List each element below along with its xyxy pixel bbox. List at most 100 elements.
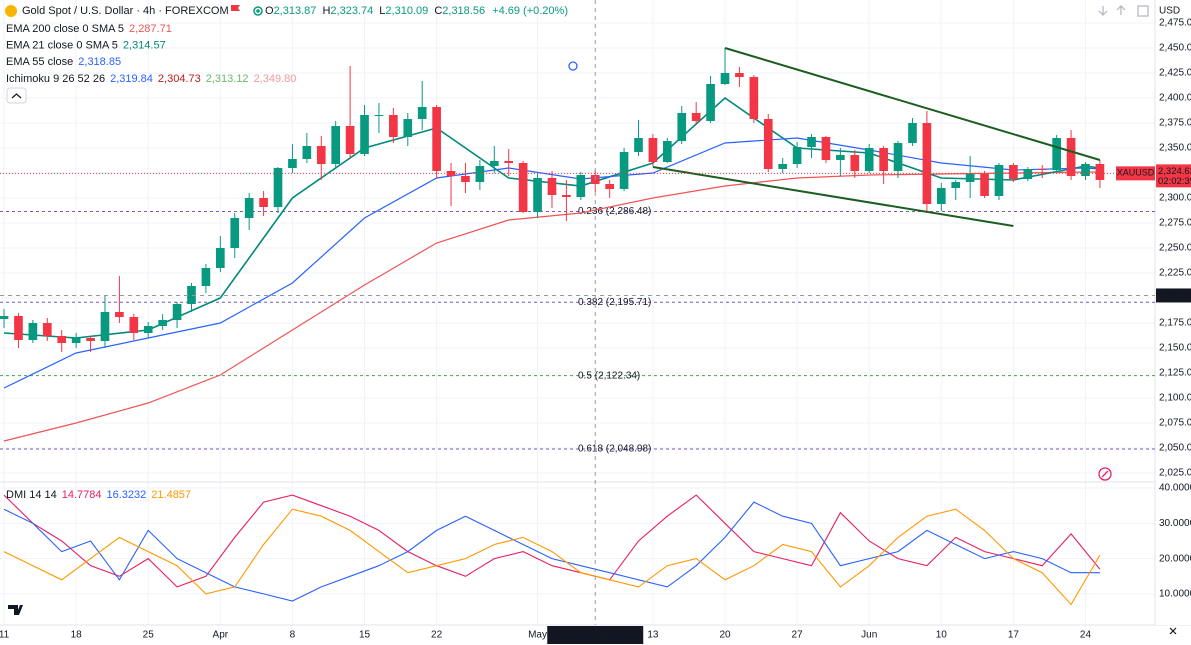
candle-body <box>86 338 95 341</box>
candle-body <box>331 126 341 164</box>
candle-body <box>302 146 312 159</box>
candle-body <box>691 113 701 121</box>
legend-name: EMA 55 close <box>6 56 73 68</box>
candle-body <box>374 115 384 116</box>
ohlc-value: 2,323.74 <box>330 5 373 17</box>
y-tick-label: 2,425.00 <box>1159 68 1191 79</box>
y-tick-label: 2,300.00 <box>1159 193 1191 204</box>
candle-body <box>807 137 816 147</box>
candle-body <box>562 195 571 197</box>
x-tick-label: 11 <box>0 630 10 641</box>
x-tick-label: 15 <box>359 630 371 641</box>
candle-body <box>720 73 730 84</box>
fib-label: 0.236 (2,286.48) <box>578 206 651 217</box>
x-tick-label: 17 <box>1008 630 1020 641</box>
y-tick-label: 2,450.00 <box>1159 43 1191 54</box>
move-up-button[interactable] <box>1116 5 1126 15</box>
candle-body <box>1066 138 1076 176</box>
candle-body <box>489 161 499 166</box>
candle-body <box>273 168 283 207</box>
legend-value: 2,313.12 <box>206 73 249 85</box>
legend-value: 2,319.84 <box>110 73 153 85</box>
candle-body <box>619 152 629 189</box>
candle-body <box>143 326 153 333</box>
fib-label: 0.5 (2,122.34) <box>578 370 640 381</box>
y-tick-label: 30.0000 <box>1159 518 1191 529</box>
legend-value: 14.7784 <box>62 489 102 501</box>
candle-body <box>648 138 658 162</box>
maximize-button[interactable] <box>1137 5 1149 17</box>
x-tick-label: Apr <box>213 630 229 641</box>
candle-body <box>706 84 715 121</box>
indicator-legend: EMA 200 close 0 SMA 5 2,287.71 EMA 21 clos… <box>6 23 296 501</box>
axis-settings[interactable] <box>1169 627 1177 635</box>
candle-body <box>850 155 860 171</box>
candle-body <box>518 163 528 212</box>
plot-area: 0.236 (2,286.48) 0.382 (2,195.71) 0.5 (2,1… <box>0 0 1191 626</box>
candle-body <box>475 166 485 182</box>
candle-body <box>879 148 888 171</box>
candle-body <box>0 316 9 319</box>
legend-value: 2,314.57 <box>123 39 166 51</box>
y-tick-label: 2,350.00 <box>1159 143 1191 154</box>
status-dot-inner <box>256 9 260 13</box>
candle-body <box>446 171 456 176</box>
legend-value: 21.4857 <box>151 489 191 501</box>
candle-body <box>28 323 38 340</box>
countdown-label: 02:02:39 <box>1158 176 1191 187</box>
y-tick-label: 2,225.00 <box>1159 268 1191 279</box>
candle-body <box>129 317 139 333</box>
candle-body <box>749 77 759 119</box>
candle-body <box>1095 164 1105 180</box>
y-tick-label: 2,025.00 <box>1159 468 1191 479</box>
candle-body <box>547 178 557 195</box>
legend-value: 2,304.73 <box>158 73 201 85</box>
candle-body <box>821 137 831 160</box>
anchor-point[interactable] <box>568 61 578 71</box>
collapse-button[interactable] <box>6 87 27 104</box>
candle-body <box>864 148 874 171</box>
candle-body <box>792 147 802 164</box>
crosshair-time-tag <box>547 626 644 644</box>
logo[interactable] <box>8 605 23 615</box>
candle-body <box>57 336 67 343</box>
change: +4.69 (+0.20%) <box>492 5 568 17</box>
dmi-line <box>3 494 1101 588</box>
dmi-line <box>3 501 1100 602</box>
crosshair-price-label: 2,202.53 <box>1158 290 1191 301</box>
legend-name: Ichimoku 9 26 52 26 <box>6 73 105 85</box>
x-tick-label: 8 <box>290 630 296 641</box>
candle-body <box>115 312 124 317</box>
collapse-icon <box>11 93 22 99</box>
candle-body <box>432 107 441 171</box>
x-tick-label: 20 <box>719 630 731 641</box>
candle-body <box>908 123 917 143</box>
candle-body <box>244 198 254 218</box>
y-tick-label: 2,250.00 <box>1159 243 1191 254</box>
candle-body <box>259 198 268 207</box>
price-axis <box>1156 18 1191 625</box>
x-tick-label: 27 <box>792 630 804 641</box>
candle-body <box>417 107 427 119</box>
y-tick-label: 20.0000 <box>1159 553 1191 564</box>
flag-icon[interactable] <box>231 5 240 11</box>
legend-value: 2,318.85 <box>78 56 121 68</box>
candle-body <box>836 155 845 160</box>
symbol-title: Gold Spot / U.S. Dollar · 4h · FOREXCOM <box>22 5 229 17</box>
symbol-tag-label: XAUUSD <box>1117 168 1155 178</box>
x-tick-label: 24 <box>1080 630 1092 641</box>
x-tick-label: 18 <box>71 630 83 641</box>
ohlc-label: O <box>265 5 274 17</box>
legend-name: EMA 200 close 0 SMA 5 <box>6 23 124 35</box>
alert-icon[interactable] <box>1098 467 1112 481</box>
pane-controls <box>1098 5 1149 17</box>
currency-label: USD <box>1159 6 1180 17</box>
candle-body <box>634 138 643 152</box>
candle-body <box>1009 165 1018 179</box>
crosshair-price-tag <box>1156 288 1191 303</box>
legend-entry: Ichimoku 9 26 52 26 2,319.84 2,304.73 2,313… <box>6 73 296 85</box>
ohlc-value: 2,310.09 <box>385 5 428 17</box>
move-down-button[interactable] <box>1098 6 1108 16</box>
candle-body <box>965 174 975 182</box>
